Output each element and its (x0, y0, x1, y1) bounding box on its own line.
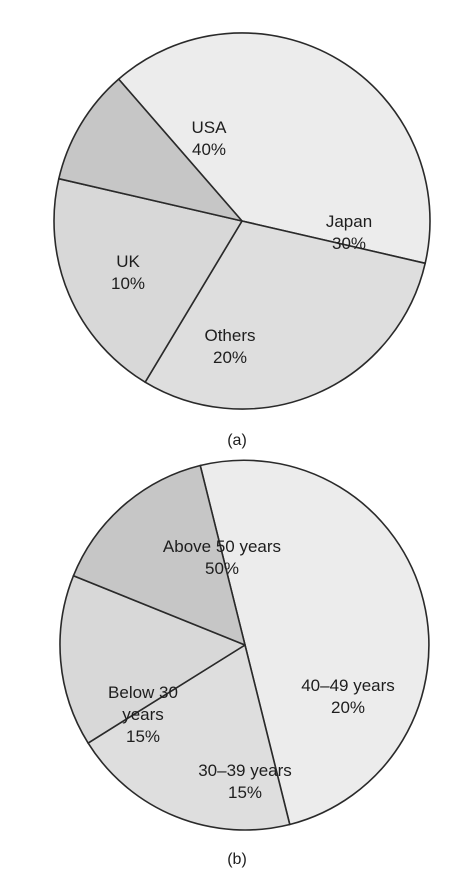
pie-slice-above-50-years (199, 459, 430, 826)
caption-b: (b) (227, 851, 247, 868)
pie-slice-30-39-years (59, 574, 246, 744)
pie-slice-japan (144, 220, 426, 410)
slice-label-uk: UK 10% (111, 252, 145, 293)
slice-label-above-50-years: Above 50 years 50% (163, 537, 281, 578)
pie-chart-a: USA 40% Japan 30% Others 20% UK 10% (53, 32, 431, 410)
pie-slice-usa (117, 32, 431, 265)
slice-label-others: Others 20% (204, 326, 255, 367)
pie-slice-below-30-years (72, 464, 246, 646)
pie-slice-40-49-years (87, 644, 291, 831)
slice-label-usa: USA 40% (192, 118, 228, 159)
pie-slice-uk (58, 78, 243, 222)
pie-chart-b: Above 50 years 50% 40–49 years 20% 30–39 yea… (59, 459, 430, 831)
slice-label-40-49-years: 40–49 years 20% (301, 676, 395, 717)
slice-label-below-30-years: Below 30 years 15% (108, 683, 178, 746)
slice-label-30-39-years: 30–39 years 15% (198, 761, 292, 802)
caption-a: (a) (227, 432, 247, 449)
pie-slice-others (53, 177, 243, 383)
slice-label-japan: Japan 30% (326, 212, 372, 253)
